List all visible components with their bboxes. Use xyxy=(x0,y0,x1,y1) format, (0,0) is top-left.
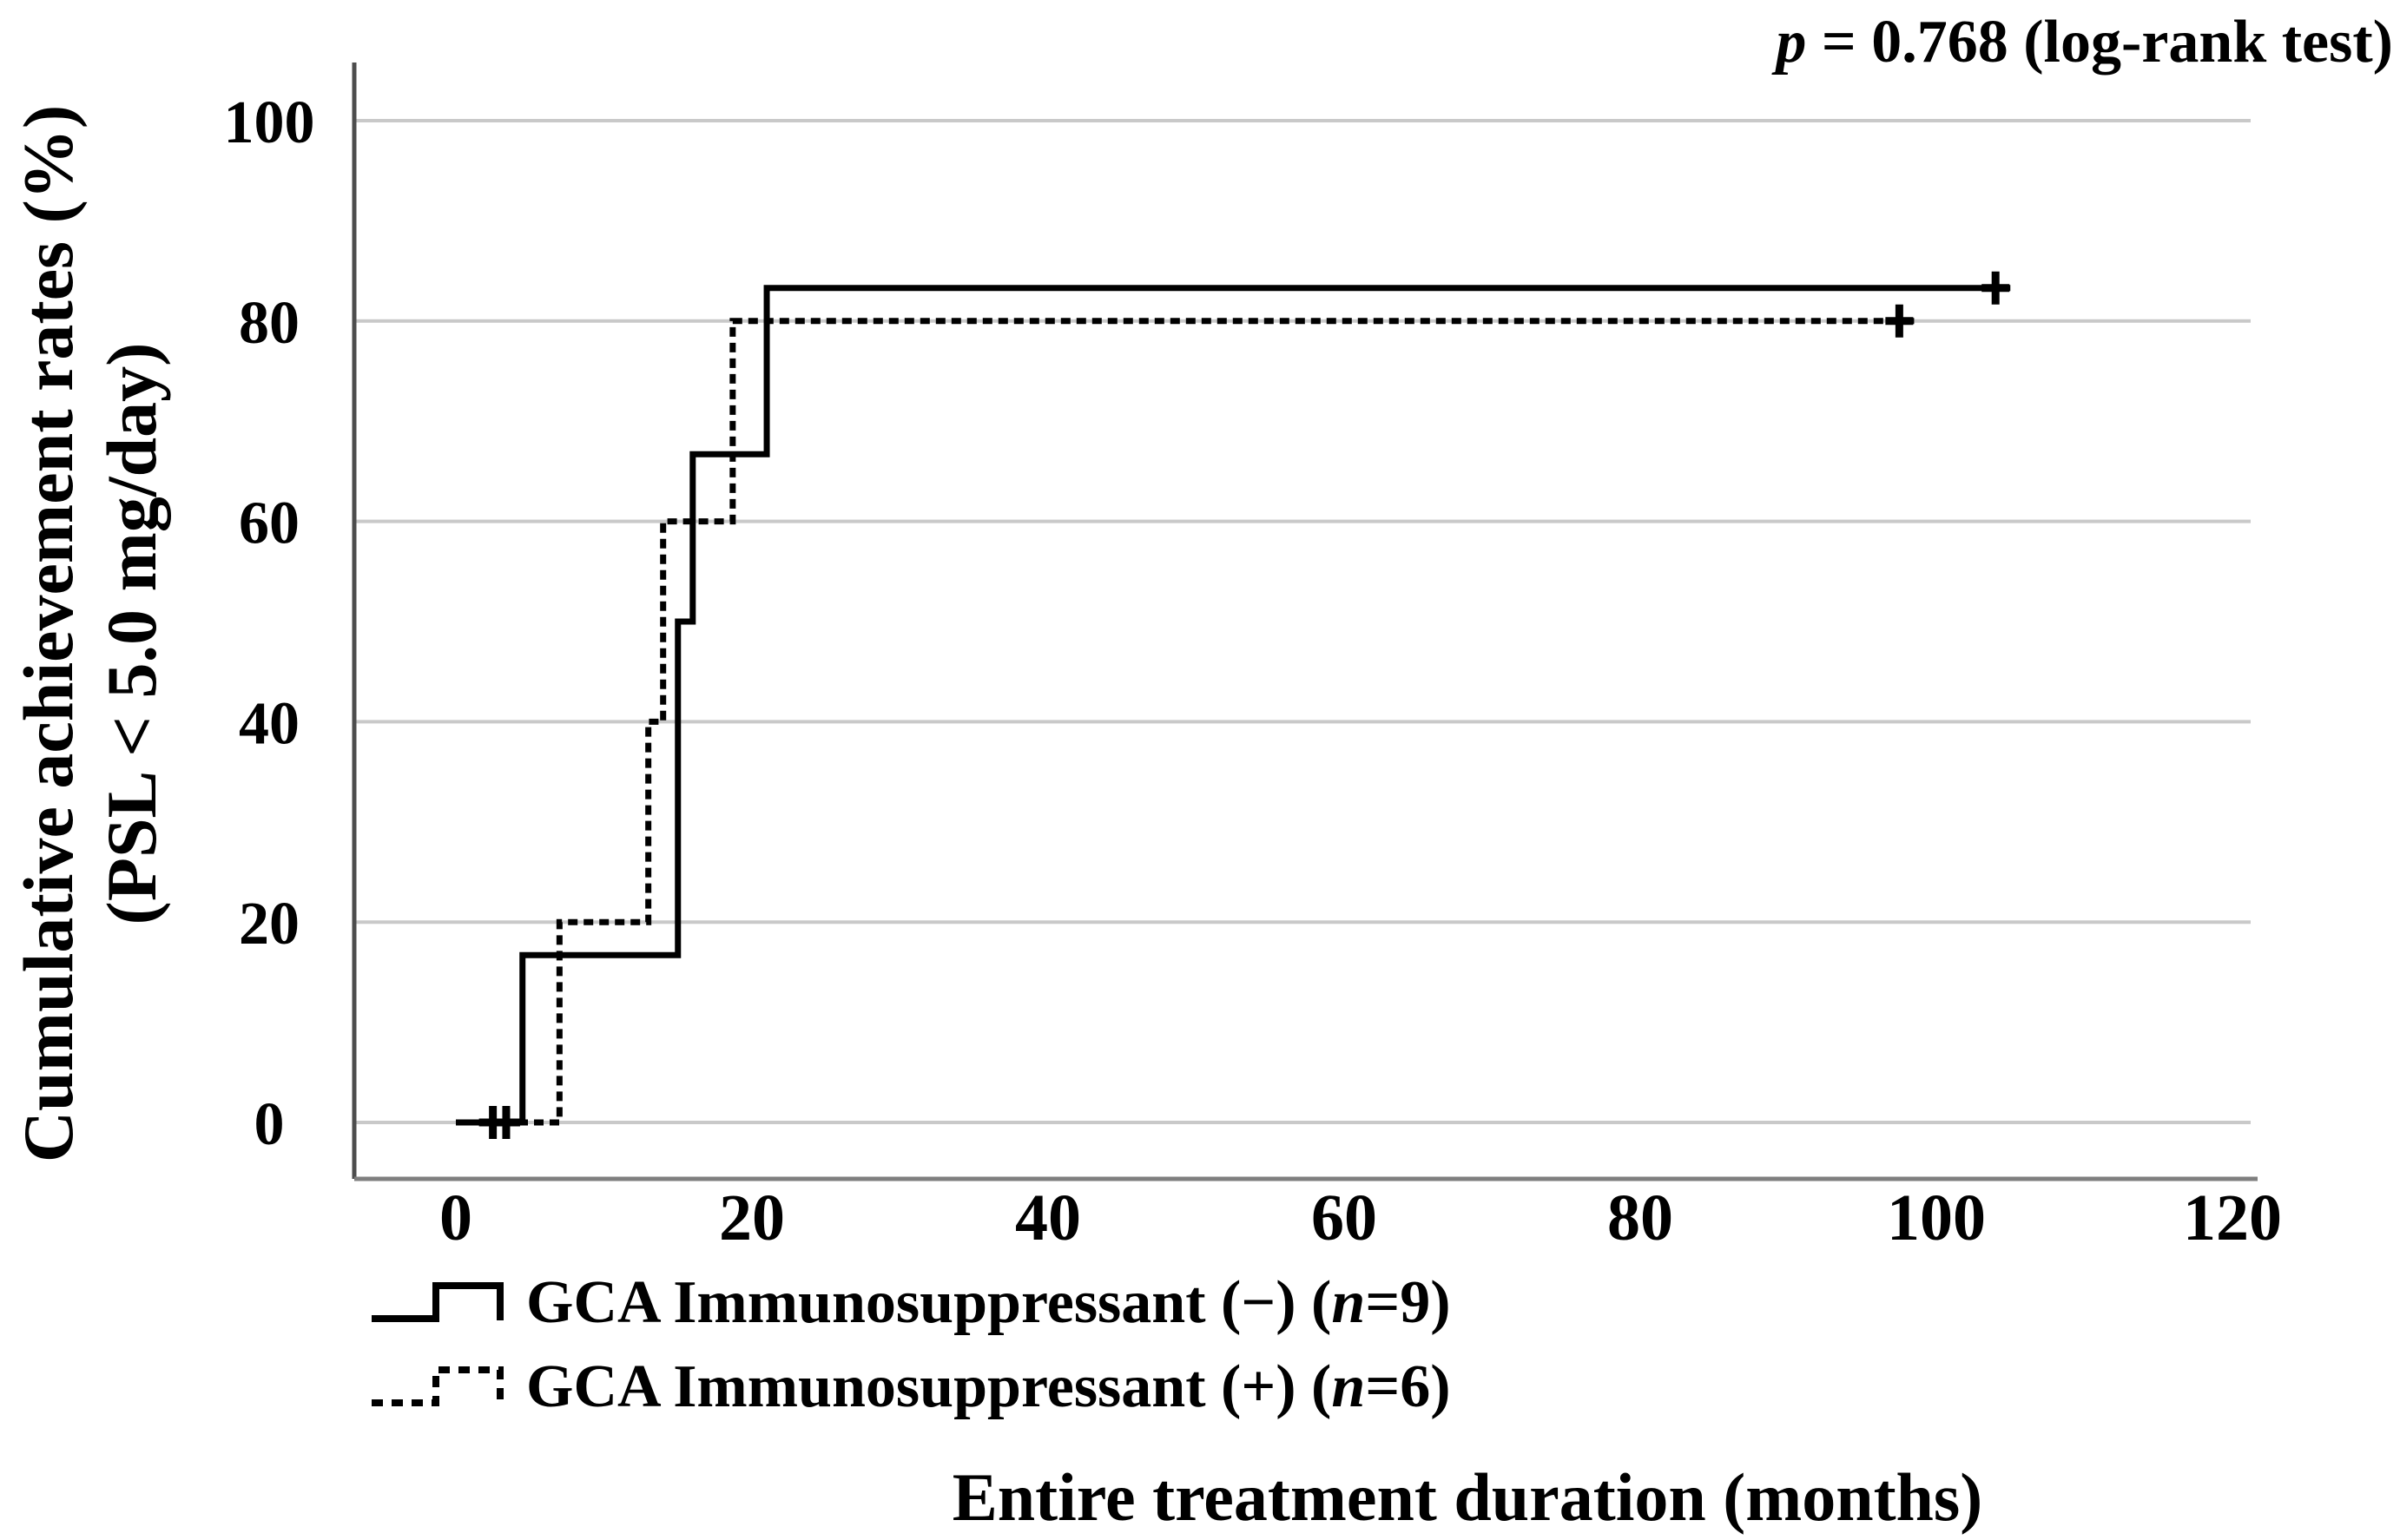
series-curve-immunosuppressant-minus xyxy=(456,285,2011,1126)
x-axis-title: Entire treatment duration (months) xyxy=(952,1459,1983,1535)
x-tick-label-0: 0 xyxy=(439,1181,472,1254)
solid-step-swatch-icon xyxy=(372,1281,504,1322)
x-tick-label-40: 40 xyxy=(1015,1181,1081,1254)
y-tick-label-20: 20 xyxy=(239,891,300,958)
n-symbol: n xyxy=(1331,1268,1366,1336)
legend-item-dashed: GCA Immunosuppressant (+) (n=6) xyxy=(368,1345,1451,1429)
n-symbol: n xyxy=(1331,1352,1366,1420)
p-value-annotation: p = 0.768 (log-rank test) xyxy=(1776,9,2393,76)
y-tick-label-100: 100 xyxy=(224,89,315,156)
dashed-step-swatch-icon xyxy=(372,1366,504,1406)
legend-label: GCA Immunosuppressant (+) (n=6) xyxy=(526,1352,1451,1420)
y-tick-label-80: 80 xyxy=(239,290,300,357)
x-tick-label-120: 120 xyxy=(2183,1181,2282,1254)
x-tick-label-80: 80 xyxy=(1607,1181,1673,1254)
p-symbol: p xyxy=(1776,9,1807,76)
series-curve-immunosuppressant-plus xyxy=(456,318,1915,1126)
y-tick-label-40: 40 xyxy=(239,690,300,757)
x-tick-label-60: 60 xyxy=(1311,1181,1377,1254)
x-tick-label-100: 100 xyxy=(1887,1181,1986,1254)
y-tick-label-0: 0 xyxy=(254,1091,285,1158)
legend-label: GCA Immunosuppressant (−) (n=9) xyxy=(526,1268,1451,1336)
x-tick-label-20: 20 xyxy=(719,1181,785,1254)
legend: GCA Immunosuppressant (−) (n=9) GCA Immu… xyxy=(368,1260,1451,1429)
p-value-text: = 0.768 (log-rank test) xyxy=(1806,9,2393,76)
legend-item-solid: GCA Immunosuppressant (−) (n=9) xyxy=(368,1260,1451,1345)
y-tick-label-60: 60 xyxy=(239,490,300,557)
